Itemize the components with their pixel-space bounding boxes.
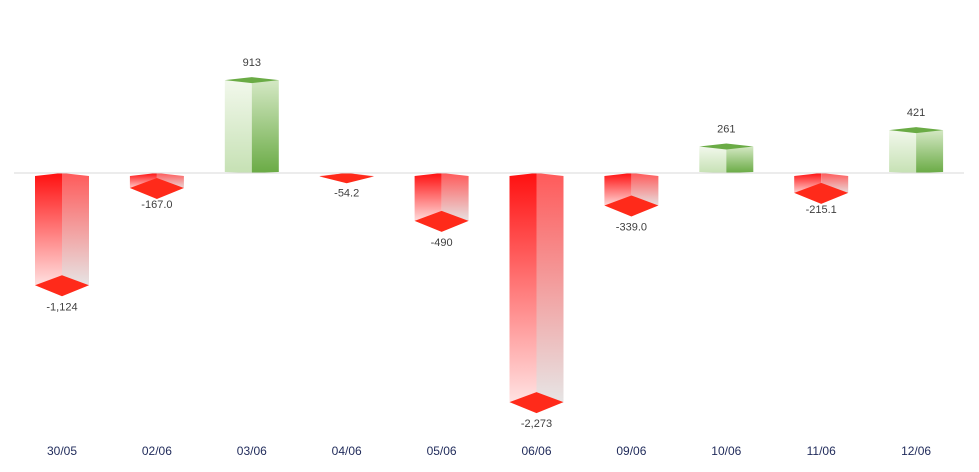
bar-front-face [509, 173, 537, 405]
data-label: -1,124 [46, 301, 77, 313]
bar-30/05 [35, 173, 89, 297]
category-label: 12/06 [901, 444, 931, 458]
data-label: -215.1 [806, 204, 837, 216]
bar-front-face [414, 173, 442, 223]
bar-09/06 [604, 173, 659, 217]
category-label: 09/06 [616, 444, 646, 458]
bar-cap [889, 127, 944, 134]
bar-front-face [889, 130, 917, 173]
bar-12/06 [889, 127, 944, 173]
bar-side-face [916, 130, 944, 173]
data-label: -167.0 [141, 199, 172, 211]
bar-11/06 [794, 173, 849, 204]
bars-group [35, 77, 944, 414]
bar-side-face [441, 173, 469, 223]
bar-06/06 [509, 173, 564, 414]
bar-05/06 [414, 173, 469, 232]
bar-side-face [62, 173, 89, 288]
labels-group: -1,124 30/05 -167.0 02/06 913 03/06 -54.2 04/06… [46, 57, 931, 458]
data-label: -54.2 [334, 188, 359, 200]
bar-cap [509, 392, 564, 414]
bar-03/06 [224, 77, 279, 173]
bar-cap [224, 77, 279, 84]
bar-cap [129, 177, 184, 199]
category-label: 30/05 [47, 444, 77, 458]
bar-cap [414, 210, 469, 232]
bar-cap [35, 275, 89, 297]
data-label: -339.0 [616, 221, 647, 233]
bar-cap [794, 182, 849, 204]
data-label: 421 [907, 107, 925, 119]
category-label: 11/06 [807, 444, 836, 458]
category-label: 03/06 [237, 444, 267, 458]
bar-front-face [35, 173, 62, 288]
bar-02/06 [129, 173, 184, 199]
category-label: 02/06 [142, 444, 172, 458]
bar-side-face [251, 80, 279, 173]
bar-cap [604, 195, 659, 217]
data-label: 913 [243, 57, 261, 69]
bar-04/06 [319, 173, 374, 184]
bar-cap [699, 143, 754, 150]
data-label: 261 [717, 123, 735, 135]
category-label: 04/06 [332, 444, 362, 458]
bar-cap [319, 173, 374, 184]
category-label: 10/06 [711, 444, 741, 458]
bar-front-face [699, 146, 727, 173]
data-label: -490 [431, 237, 453, 249]
bar-side-face [726, 146, 754, 173]
category-label: 06/06 [521, 444, 551, 458]
category-label: 05/06 [427, 444, 457, 458]
bar-10/06 [699, 143, 754, 173]
bar-front-face [224, 80, 252, 173]
data-label: -2,273 [521, 418, 552, 430]
bar-side-face [536, 173, 564, 405]
